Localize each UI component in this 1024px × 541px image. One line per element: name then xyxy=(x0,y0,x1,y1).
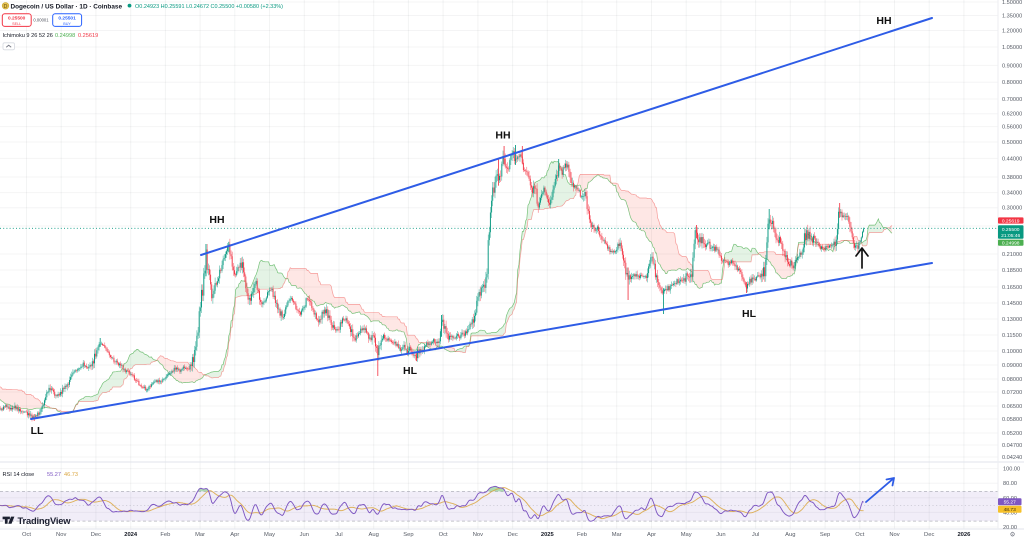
svg-text:TradingView: TradingView xyxy=(18,515,72,526)
svg-text:0.25619: 0.25619 xyxy=(1002,218,1020,224)
svg-text:Nov: Nov xyxy=(56,532,66,538)
svg-text:0.05200: 0.05200 xyxy=(1002,431,1022,437)
svg-text:Apr: Apr xyxy=(647,532,656,538)
svg-text:0.30000: 0.30000 xyxy=(1002,206,1022,212)
svg-text:Jul: Jul xyxy=(752,532,759,538)
svg-text:HH: HH xyxy=(876,15,891,27)
svg-text:0.44000: 0.44000 xyxy=(1002,156,1022,162)
svg-text:SELL: SELL xyxy=(12,22,21,26)
svg-text:1.35000: 1.35000 xyxy=(1002,14,1022,20)
svg-text:D: D xyxy=(4,4,8,10)
svg-text:0.14500: 0.14500 xyxy=(1002,301,1022,307)
svg-text:Feb: Feb xyxy=(160,532,170,538)
svg-text:0.90000: 0.90000 xyxy=(1002,63,1022,69)
svg-text:2024: 2024 xyxy=(124,532,138,538)
svg-text:0.04240: 0.04240 xyxy=(1002,455,1022,461)
svg-text:48.73: 48.73 xyxy=(1004,507,1017,513)
svg-text:May: May xyxy=(264,532,275,538)
svg-text:2026: 2026 xyxy=(957,532,971,538)
svg-text:0.50000: 0.50000 xyxy=(1002,140,1022,146)
svg-text:2025: 2025 xyxy=(541,532,555,538)
svg-text:Oct: Oct xyxy=(22,532,31,538)
svg-text:0.24998: 0.24998 xyxy=(1002,241,1020,247)
svg-text:Dogecoin / US Dollar · 1D · Co: Dogecoin / US Dollar · 1D · Coinbase xyxy=(11,3,123,10)
svg-text:0.25500: 0.25500 xyxy=(8,16,26,22)
svg-text:Dec: Dec xyxy=(924,532,934,538)
svg-text:55.27: 55.27 xyxy=(47,472,61,478)
svg-text:0.38000: 0.38000 xyxy=(1002,175,1022,181)
svg-text:0.06500: 0.06500 xyxy=(1002,404,1022,410)
svg-text:1.05000: 1.05000 xyxy=(1002,45,1022,51)
svg-text:Feb: Feb xyxy=(577,532,587,538)
svg-text:Mar: Mar xyxy=(195,532,205,538)
svg-text:O0.24923 H0.25591 L0.24672 C0.: O0.24923 H0.25591 L0.24672 C0.25500 +0.0… xyxy=(135,4,283,10)
svg-text:Apr: Apr xyxy=(230,532,239,538)
svg-text:Dec: Dec xyxy=(507,532,517,538)
svg-text:80.00: 80.00 xyxy=(1003,481,1017,487)
svg-text:Jun: Jun xyxy=(716,532,725,538)
svg-text:0.16500: 0.16500 xyxy=(1002,285,1022,291)
svg-text:LL: LL xyxy=(31,425,44,437)
svg-text:0.08000: 0.08000 xyxy=(1002,377,1022,383)
svg-text:Mar: Mar xyxy=(612,532,622,538)
svg-text:20.00: 20.00 xyxy=(1003,525,1017,531)
svg-text:Oct: Oct xyxy=(855,532,864,538)
svg-text:HH: HH xyxy=(495,130,510,142)
svg-text:0.24998: 0.24998 xyxy=(55,33,75,39)
svg-text:Sep: Sep xyxy=(403,532,413,538)
svg-text:0.34000: 0.34000 xyxy=(1002,191,1022,197)
svg-text:HH: HH xyxy=(209,214,224,226)
svg-text:Aug: Aug xyxy=(785,532,795,538)
svg-text:BUY: BUY xyxy=(63,22,71,26)
svg-text:21:05:46: 21:05:46 xyxy=(1001,233,1020,239)
svg-text:0.10000: 0.10000 xyxy=(1002,349,1022,355)
svg-text:0.00001: 0.00001 xyxy=(33,18,49,23)
svg-text:0.18500: 0.18500 xyxy=(1002,268,1022,274)
svg-text:Sep: Sep xyxy=(820,532,830,538)
svg-text:Nov: Nov xyxy=(473,532,483,538)
svg-text:0.09000: 0.09000 xyxy=(1002,363,1022,369)
svg-text:0.11500: 0.11500 xyxy=(1002,333,1022,339)
svg-text:Dec: Dec xyxy=(91,532,101,538)
svg-text:0.70000: 0.70000 xyxy=(1002,97,1022,103)
svg-text:HL: HL xyxy=(742,308,757,320)
svg-text:0.62000: 0.62000 xyxy=(1002,112,1022,118)
svg-text:Ichimoku 9 26 52 26: Ichimoku 9 26 52 26 xyxy=(3,33,53,39)
svg-text:⚙: ⚙ xyxy=(1010,531,1016,539)
svg-text:0.25619: 0.25619 xyxy=(78,33,98,39)
svg-text:40.00: 40.00 xyxy=(1003,510,1017,516)
svg-text:Jun: Jun xyxy=(300,532,309,538)
svg-text:0.04700: 0.04700 xyxy=(1002,443,1022,449)
svg-text:RSI 14 close: RSI 14 close xyxy=(3,472,35,478)
svg-text:55.27: 55.27 xyxy=(1004,500,1017,506)
svg-text:May: May xyxy=(681,532,692,538)
svg-text:Aug: Aug xyxy=(369,532,379,538)
svg-text:100.00: 100.00 xyxy=(1003,467,1020,473)
svg-text:0.07200: 0.07200 xyxy=(1002,390,1022,396)
svg-text:Nov: Nov xyxy=(889,532,899,538)
svg-text:0.25501: 0.25501 xyxy=(58,16,76,22)
svg-text:0.80000: 0.80000 xyxy=(1002,80,1022,86)
svg-text:1.50000: 1.50000 xyxy=(1002,0,1022,6)
svg-text:0.05800: 0.05800 xyxy=(1002,417,1022,423)
svg-text:0.56000: 0.56000 xyxy=(1002,125,1022,131)
svg-text:Oct: Oct xyxy=(439,532,448,538)
svg-text:0.13000: 0.13000 xyxy=(1002,317,1022,323)
svg-text:0.21000: 0.21000 xyxy=(1002,252,1022,258)
svg-text:0.25500: 0.25500 xyxy=(1002,227,1020,233)
svg-text:46.73: 46.73 xyxy=(64,472,78,478)
svg-text:HL: HL xyxy=(403,365,418,377)
svg-text:1.20000: 1.20000 xyxy=(1002,29,1022,35)
svg-text:Jul: Jul xyxy=(335,532,342,538)
